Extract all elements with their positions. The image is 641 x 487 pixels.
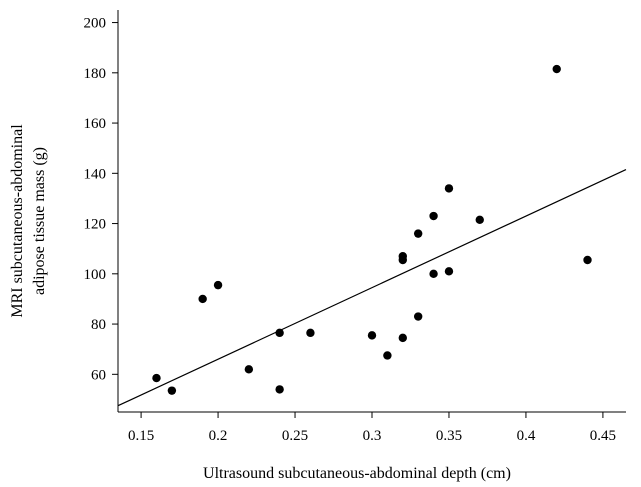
data-point [444,267,454,276]
data-point [429,269,438,279]
data-point [413,312,423,321]
x-axis: 0.15 0.2 0.25 0.3 0.35 0.4 0.45 [128,412,616,444]
data-point [275,385,284,394]
data-point [475,215,484,224]
x-tick-label: 0.45 [590,428,616,444]
data-point [444,184,454,193]
regression-line [117,168,627,407]
y-axis-title-line-1: MRI subcutaneous-abdominal [9,124,26,318]
x-tick-label: 0.25 [282,428,308,444]
data-points [152,64,592,395]
x-tick-label: 0.35 [436,428,462,444]
y-tick-label: 120 [84,217,107,233]
y-tick-label: 80 [91,317,106,333]
x-axis-title: Ultrasound subcutaneous-abdominal depth … [203,465,511,482]
data-point [429,211,438,221]
data-point [413,229,423,238]
data-point [383,351,392,360]
y-tick-label: 140 [84,166,107,182]
y-tick-label: 100 [84,267,107,283]
y-tick-label: 200 [84,16,107,32]
data-point [167,386,177,395]
data-point [398,252,407,261]
y-tick-label: 180 [84,66,107,82]
data-point [552,64,561,74]
x-tick-label: 0.4 [517,428,536,444]
x-tick-label: 0.2 [209,428,228,444]
x-tick-label: 0.15 [128,428,154,444]
data-point [306,328,315,338]
y-tick-label: 60 [91,367,106,383]
y-tick-label: 160 [84,116,107,132]
x-tick-label: 0.3 [363,428,382,444]
y-axis-title-line-2: adipose tissue mass (g) [31,147,48,295]
data-point [198,294,207,304]
data-point [583,255,592,265]
data-point [275,328,284,338]
y-axis: 60 80 100 120 140 160 180 200 [84,16,118,383]
data-point [152,373,161,383]
data-point [398,333,407,343]
data-point [213,280,223,290]
data-point [244,365,254,374]
data-point [367,331,377,340]
